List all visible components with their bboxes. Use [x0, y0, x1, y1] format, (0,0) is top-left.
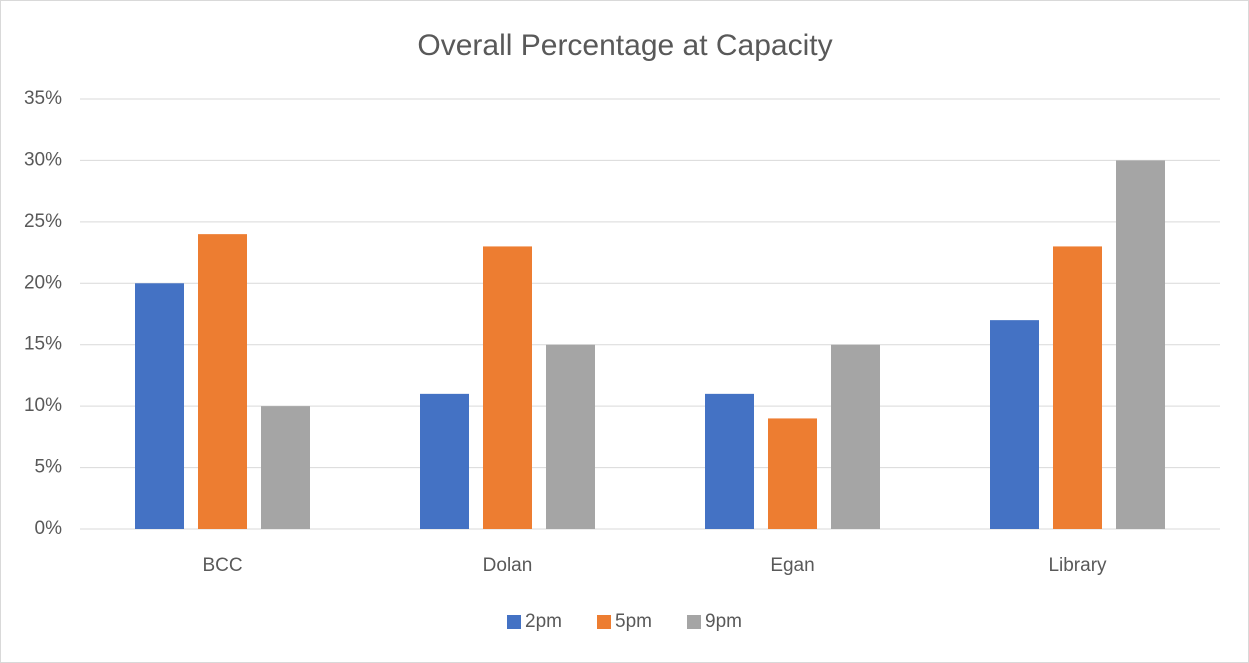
- bar: [1116, 160, 1165, 529]
- y-tick-label: 20%: [24, 272, 62, 293]
- y-tick-label: 5%: [35, 457, 63, 478]
- bar: [420, 393, 469, 529]
- legend-swatch: [687, 615, 701, 629]
- bar: [705, 393, 754, 529]
- x-tick-label: Dolan: [483, 555, 533, 576]
- y-tick-label: 30%: [24, 149, 62, 170]
- y-tick-label: 0%: [35, 518, 63, 539]
- bar: [198, 234, 247, 529]
- bar: [831, 344, 880, 529]
- bar: [483, 246, 532, 529]
- bar: [135, 283, 184, 529]
- y-tick-label: 25%: [24, 211, 62, 232]
- legend-label: 2pm: [525, 611, 562, 632]
- bar: [768, 418, 817, 529]
- bar: [546, 344, 595, 529]
- legend-label: 9pm: [705, 611, 742, 632]
- x-tick-label: Library: [1048, 555, 1107, 576]
- x-tick-label: BCC: [202, 555, 242, 576]
- x-tick-label: Egan: [770, 555, 814, 576]
- legend-label: 5pm: [615, 611, 652, 632]
- y-tick-label: 35%: [24, 88, 62, 109]
- chart-title: Overall Percentage at Capacity: [417, 29, 832, 62]
- y-tick-label: 10%: [24, 395, 62, 416]
- bar: [990, 320, 1039, 529]
- bar: [261, 406, 310, 529]
- bar: [1053, 246, 1102, 529]
- legend-swatch: [597, 615, 611, 629]
- legend-swatch: [507, 615, 521, 629]
- y-tick-label: 15%: [24, 334, 62, 355]
